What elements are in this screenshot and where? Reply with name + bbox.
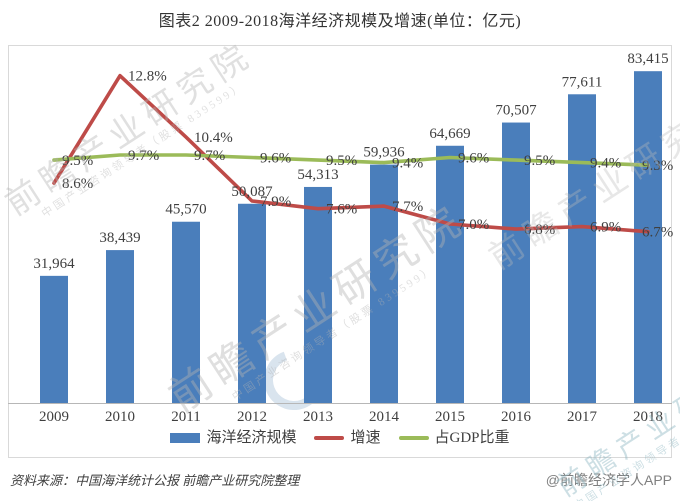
bar-label-2017: 77,611: [562, 74, 603, 90]
point-label-gdp-share-2015: 9.6%: [458, 151, 489, 167]
x-tick-2011: 2011: [171, 409, 200, 425]
point-label-gdp-share-2016: 9.5%: [524, 153, 555, 169]
point-label-growth-rate-2015: 7.0%: [458, 217, 489, 233]
point-label-gdp-share-2017: 9.4%: [590, 156, 621, 172]
point-label-growth-rate-2010: 12.8%: [128, 69, 167, 85]
point-label-gdp-share-2011: 9.7%: [194, 148, 225, 164]
legend: 海洋经济规模 增速 占GDP比重: [0, 429, 680, 447]
x-tick-2013: 2013: [303, 409, 333, 425]
line-gdp-share: [52, 153, 650, 167]
bar-label-2015: 64,669: [429, 126, 470, 142]
x-tick-2009: 2009: [39, 409, 69, 425]
bar-2011: [172, 221, 200, 403]
bar-2018: [634, 71, 662, 403]
point-label-growth-rate-2013: 7.6%: [326, 202, 357, 218]
legend-item-gdp-share: 占GDP比重: [398, 429, 510, 446]
point-label-growth-rate-2017: 6.9%: [590, 220, 621, 236]
bar-2013: [304, 186, 332, 403]
bar-2015: [436, 145, 464, 403]
chart-title: 图表2 2009-2018海洋经济规模及增速(单位：亿元): [158, 13, 522, 30]
legend-item-marine-economy-scale: 海洋经济规模: [170, 429, 297, 446]
x-tick-2014: 2014: [369, 409, 400, 425]
footer: 资料来源：中国海洋统计公报 前瞻产业研究院整理 @前瞻经济学人APP: [0, 458, 680, 501]
legend-swatch-marine-economy-scale-bar-icon: [170, 433, 201, 443]
bar-label-2009: 31,964: [33, 256, 75, 272]
point-label-growth-rate-2016: 6.8%: [524, 222, 555, 238]
bar-2012: [238, 203, 266, 403]
x-tick-2010: 2010: [105, 409, 135, 425]
plot-border: [8, 45, 672, 458]
bar-label-2014: 59,936: [363, 145, 405, 161]
point-label-growth-rate-2018: 6.7%: [642, 225, 673, 241]
bar-label-2010: 38,439: [99, 230, 140, 246]
legend-label-growth-rate: 增速: [350, 429, 381, 446]
point-label-gdp-share-2012: 9.6%: [260, 151, 291, 167]
x-tick-2015: 2015: [435, 409, 465, 425]
bar-label-2016: 70,507: [495, 103, 537, 119]
legend-swatch-gdp-share-line-icon: [398, 436, 429, 440]
bar-label-2012: 50,087: [231, 184, 273, 200]
point-label-gdp-share-2018: 9.3%: [642, 158, 673, 174]
x-tick-2016: 2016: [501, 409, 532, 425]
bar-label-2011: 45,570: [165, 202, 206, 218]
bar-2009: [40, 275, 68, 403]
point-label-growth-rate-2012: 7.9%: [260, 194, 291, 210]
point-label-growth-rate-2014: 7.7%: [392, 199, 423, 215]
x-tick-2012: 2012: [237, 409, 267, 425]
brand-note: @前瞻经济学人APP: [545, 471, 672, 488]
legend-label-marine-economy-scale: 海洋经济规模: [206, 429, 297, 446]
point-label-growth-rate-2011: 10.4%: [194, 130, 233, 146]
legend-item-growth-rate: 增速: [314, 429, 381, 446]
x-tick-2017: 2017: [567, 409, 598, 425]
line-growth-rate: [52, 73, 650, 234]
legend-swatch-growth-rate-line-icon: [314, 436, 345, 440]
legend-label-gdp-share: 占GDP比重: [434, 429, 510, 446]
point-label-gdp-share-2009: 9.5%: [62, 153, 93, 169]
bar-2016: [502, 122, 530, 404]
bar-label-2013: 54,313: [297, 167, 338, 183]
x-tick-2018: 2018: [633, 409, 663, 425]
point-label-gdp-share-2010: 9.7%: [128, 148, 159, 164]
point-label-gdp-share-2013: 9.5%: [326, 153, 357, 169]
point-label-gdp-share-2014: 9.4%: [392, 156, 423, 172]
bar-2010: [106, 250, 134, 403]
bar-label-2018: 83,415: [627, 51, 668, 67]
point-label-growth-rate-2009: 8.6%: [62, 176, 93, 192]
source-note: 资料来源：中国海洋统计公报 前瞻产业研究院整理: [10, 473, 300, 488]
bar-2017: [568, 94, 596, 403]
